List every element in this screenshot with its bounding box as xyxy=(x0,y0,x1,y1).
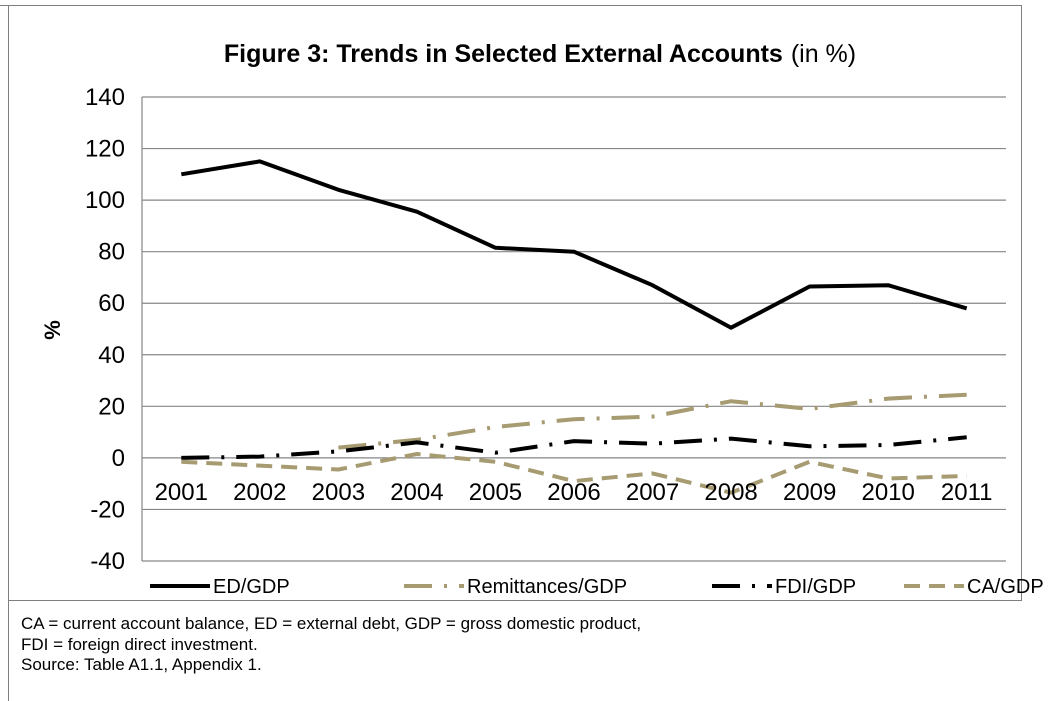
frame-divider xyxy=(8,600,1022,601)
x-tick-2010: 2010 xyxy=(861,479,914,506)
chart-title-suffix: (in %) xyxy=(791,40,856,68)
x-tick-labels: 2001 2002 2003 2004 2005 2006 2007 2008 2009 2010… xyxy=(155,479,993,506)
frame-left-border xyxy=(8,5,9,701)
series-line-ed-gdp xyxy=(180,159,968,330)
x-tick-2008: 2008 xyxy=(704,479,757,506)
x-tick-2002: 2002 xyxy=(233,479,286,506)
frame-right-border xyxy=(1021,5,1022,600)
legend: ED/GDP Remittances/GDP FDI/GDP CA/GDP xyxy=(150,576,1044,598)
y-tick-0: 0 xyxy=(112,445,125,472)
y-tick-140: 140 xyxy=(85,84,125,111)
chart-title: Figure 3: Trends in Selected External Ac… xyxy=(224,40,856,68)
gridlines xyxy=(141,96,1006,562)
y-tick-labels: -40 -20 0 20 40 60 80 100 120 140 xyxy=(85,84,125,575)
legend-label-ed-gdp: ED/GDP xyxy=(213,576,290,598)
chart-title-main: Figure 3: Trends in Selected External Ac… xyxy=(224,40,783,68)
y-tick-120: 120 xyxy=(85,136,125,163)
legend-label-fdi-gdp: FDI/GDP xyxy=(775,576,856,598)
notes-source: Source: Table A1.1, Appendix 1. xyxy=(21,655,262,674)
x-tick-2006: 2006 xyxy=(547,479,600,506)
legend-label-ca-gdp: CA/GDP xyxy=(967,576,1044,598)
series-lines xyxy=(180,159,968,495)
x-tick-2001: 2001 xyxy=(155,479,208,506)
notes-abbreviations-line1: CA = current account balance, ED = exter… xyxy=(21,614,642,633)
y-tick-20: 20 xyxy=(98,393,125,420)
x-tick-2011: 2011 xyxy=(941,479,993,506)
series-line-fdi-gdp xyxy=(181,435,967,460)
y-tick-80: 80 xyxy=(98,239,125,266)
x-tick-2004: 2004 xyxy=(390,479,443,506)
y-tick-100: 100 xyxy=(85,187,125,214)
frame-top-border xyxy=(0,5,1022,6)
y-tick-60: 60 xyxy=(98,290,125,317)
x-tick-2005: 2005 xyxy=(469,479,522,506)
y-axis-label: % xyxy=(40,320,65,340)
series-line-ca-gdp xyxy=(181,452,967,495)
x-tick-2009: 2009 xyxy=(783,479,836,506)
y-tick--20: -20 xyxy=(90,496,125,523)
x-tick-2007: 2007 xyxy=(626,479,679,506)
notes-abbreviations-line2: FDI = foreign direct investment. xyxy=(21,634,258,654)
chart-notes: CA = current account balance, ED = exter… xyxy=(21,614,641,676)
y-tick--40: -40 xyxy=(90,548,125,575)
y-tick-40: 40 xyxy=(98,342,125,369)
legend-label-remittances-gdp: Remittances/GDP xyxy=(467,576,627,598)
x-tick-2003: 2003 xyxy=(312,479,365,506)
series-line-remittances-gdp xyxy=(338,392,967,450)
